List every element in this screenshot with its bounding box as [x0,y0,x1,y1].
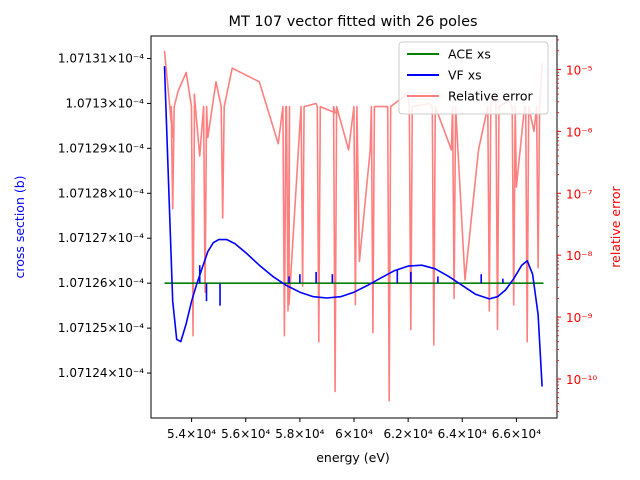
y-tick-label: 1.0713×10⁻⁴ [66,96,145,110]
relative-error-line [163,50,543,402]
y2-tick-label: 10⁻⁶ [566,125,593,139]
x-axis-label: energy (eV) [316,450,390,465]
y2-tick-label: 10⁻⁹ [566,311,593,325]
legend-err-label: Relative error [448,89,534,104]
x-tick-label: 6.4×10⁴ [438,427,487,441]
y2-tick-label: 10⁻⁵ [566,63,593,77]
y2-tick-label: 10⁻¹⁰ [566,373,597,387]
series-layer [163,50,544,402]
x-tick-label: 5.4×10⁴ [167,427,216,441]
vf-xs-line [163,66,543,387]
y-axis: 1.07131×10⁻⁴ 1.0713×10⁻⁴ 1.07129×10⁻⁴ 1.071… [58,51,151,380]
chart-title: MT 107 vector fitted with 26 poles [228,14,477,30]
legend-ace-label: ACE xs [448,47,491,62]
y-tick-label: 1.07124×10⁻⁴ [58,366,144,380]
x-tick-label: 6×10⁴ [335,427,373,441]
y-tick-label: 1.07128×10⁻⁴ [58,186,144,200]
y-tick-label: 1.07127×10⁻⁴ [58,231,144,245]
x-tick-label: 6.6×10⁴ [492,427,541,441]
y-tick-label: 1.07126×10⁻⁴ [58,276,144,290]
y-tick-label: 1.07131×10⁻⁴ [58,51,144,65]
legend-vf-label: VF xs [448,68,482,83]
y-tick-label: 1.07125×10⁻⁴ [58,321,144,335]
y-tick-label: 1.07129×10⁻⁴ [58,141,144,155]
y-axis-label: cross section (b) [12,175,27,278]
y2-tick-label: 10⁻⁸ [566,249,593,263]
x-tick-label: 5.6×10⁴ [221,427,270,441]
y2-tick-label: 10⁻⁷ [566,187,593,201]
x-tick-label: 6.2×10⁴ [384,427,433,441]
legend: ACE xs VF xs Relative error [398,41,549,115]
x-axis: 5.4×10⁴ 5.6×10⁴ 5.8×10⁴ 6×10⁴ 6.2×10⁴ 6.4×10⁴… [167,418,541,441]
x-tick-label: 5.8×10⁴ [275,427,324,441]
y2-axis-label: relative error [608,185,623,267]
y2-axis: 10⁻⁵ 10⁻⁶ 10⁻⁷ 10⁻⁸ 10⁻⁹ 10⁻¹⁰ [556,36,597,418]
